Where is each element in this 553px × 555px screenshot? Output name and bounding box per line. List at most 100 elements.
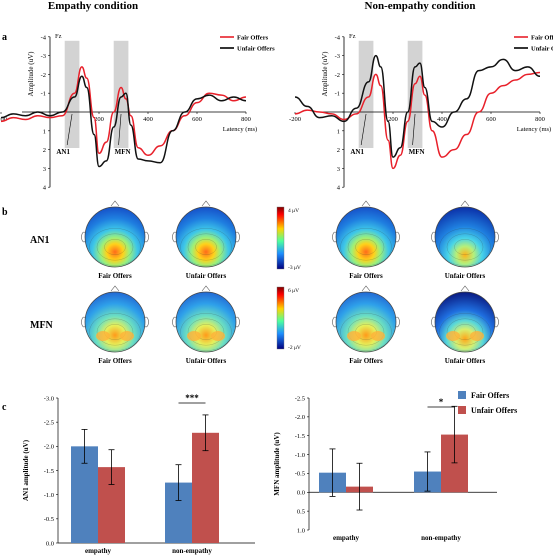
hotspot-right <box>371 331 385 341</box>
ann-label-mfn: MFN <box>409 148 425 156</box>
topomap-mfn-1: Unfair Offers <box>172 285 240 365</box>
hotspot-right <box>470 331 484 341</box>
y-tick-label: 0.0 <box>46 540 54 547</box>
y-tick-label: -1 <box>41 91 46 98</box>
shade-window-1 <box>407 40 423 148</box>
bar-legend: Fair Offers Unfair Offers <box>458 391 517 415</box>
series-line-unfair <box>0 75 247 168</box>
hotspot-left <box>446 331 460 341</box>
contour-line <box>180 228 232 266</box>
category-label: empathy <box>85 547 112 555</box>
y-tick-label: -2 <box>41 72 46 79</box>
contour-line <box>439 313 491 351</box>
ann-pointer-an1 <box>360 113 367 146</box>
scalp-map <box>335 291 397 353</box>
x-tick-label: 800 <box>535 116 545 123</box>
contour-line <box>89 228 141 266</box>
legend-swatch-fair <box>458 391 466 399</box>
x-tick-label: -200 <box>289 116 301 123</box>
bar-chart-1: 1.0 0.5 0.0 -0.5 -1.0 -1.5 -2.0 -2.5 MFN amplitu… <box>273 395 497 542</box>
topomap-an1-3: Unfair Offers <box>431 200 499 280</box>
nose-shape <box>361 285 371 292</box>
panel-label-b: b <box>2 207 8 218</box>
contour-line <box>347 318 385 346</box>
y-tick-label: -2.5 <box>295 395 305 402</box>
x-axis-label: Latency (ms) <box>517 126 551 133</box>
ann-label-an1: AN1 <box>56 148 70 156</box>
y-tick-label: 4 <box>43 185 47 192</box>
y-tick-label: -4 <box>41 34 47 41</box>
x-tick-label: 200 <box>94 116 104 123</box>
series-line-fair <box>0 66 247 156</box>
panel-label-c: c <box>2 402 7 413</box>
legend-label-unfair: Unfair Offers <box>471 406 517 415</box>
topomap-caption: Fair Offers <box>98 357 132 365</box>
contour-line <box>340 228 392 266</box>
bar-chart-0: 0.0 -0.5 -1.0 -1.5 -2.0 -2.5 -3.0 AN1 amplitude… <box>22 393 255 555</box>
y-tick-label: -2.0 <box>44 444 54 451</box>
panel-b-topographies: b AN1 MFN Fair Offers Unfair Offers Fair Offe… <box>2 200 499 365</box>
y-tick-label: -1.5 <box>44 468 54 475</box>
contour-line <box>96 233 134 261</box>
category-label: non-empathy <box>172 547 212 555</box>
y-tick-label: 3 <box>337 166 340 173</box>
contour-line <box>454 239 476 255</box>
x-tick-label: 400 <box>437 116 447 123</box>
hotspot-left <box>96 331 110 341</box>
row-label-mfn: MFN <box>30 320 54 331</box>
shade-window-1 <box>113 40 129 148</box>
ann-label-mfn: MFN <box>115 148 131 156</box>
x-tick-label: 400 <box>143 116 153 123</box>
topomap-caption: Fair Offers <box>98 272 132 280</box>
contour-line <box>187 318 225 346</box>
legend-label-fair: Fair Offers <box>531 35 553 42</box>
colorbar-max: 6 μV <box>288 288 299 294</box>
colorbar-min: -3 μV <box>288 265 301 271</box>
hotspot-left <box>187 331 201 341</box>
y-tick-label: -1.0 <box>44 492 54 499</box>
contour-line <box>89 313 141 351</box>
erp-title: Non-empathy condition <box>365 0 476 12</box>
y-tick-label: -4 <box>335 34 341 41</box>
y-tick-label: 3 <box>43 166 46 173</box>
contour-line <box>180 313 232 351</box>
ann-label-an1: AN1 <box>350 148 364 156</box>
colorbar-mfn: 6 μV -2 μV <box>276 286 301 351</box>
y-tick-label: -1.0 <box>295 452 305 459</box>
scalp-map <box>175 206 237 268</box>
shade-window-0 <box>358 40 374 148</box>
ann-pointer-mfn <box>118 113 122 146</box>
scalp-map <box>84 206 146 268</box>
topomap-mfn-0: Fair Offers <box>81 285 149 365</box>
scalp-map <box>175 291 237 353</box>
colorbar-min: -2 μV <box>288 345 301 351</box>
contour-line <box>195 239 217 255</box>
y-tick-label: 1.0 <box>297 527 305 534</box>
contour-line <box>446 318 484 346</box>
colorbar-gradient <box>276 206 285 270</box>
y-tick-label: 4 <box>337 185 341 192</box>
nose-shape <box>110 200 120 207</box>
topomap-caption: Unfair Offers <box>445 272 486 280</box>
scalp-map <box>84 291 146 353</box>
topomap-mfn-3: Unfair Offers <box>431 285 499 365</box>
x-tick-label: 600 <box>192 116 202 123</box>
y-tick-label: -2.0 <box>295 414 305 421</box>
y-tick-label: -1.5 <box>295 433 305 440</box>
channel-label: Fz <box>55 33 62 40</box>
topomap-caption: Unfair Offers <box>186 357 227 365</box>
y-tick-label: 0.0 <box>297 490 305 497</box>
y-tick-label: -3 <box>41 53 46 60</box>
scalp-map <box>335 206 397 268</box>
significance-stars: *** <box>185 393 199 403</box>
topomap-caption: Fair Offers <box>349 272 383 280</box>
ann-pointer-mfn <box>412 113 416 146</box>
row-label-an1: AN1 <box>30 235 49 246</box>
hotspot-right <box>211 331 225 341</box>
x-tick-label: 600 <box>486 116 496 123</box>
legend-label-fair: Fair Offers <box>471 391 509 400</box>
topomap-mfn-2: Fair Offers <box>332 285 400 365</box>
y-tick-label: 1 <box>43 128 46 135</box>
colorbar-an1: 4 μV -3 μV <box>276 206 301 271</box>
contour-line <box>96 318 134 346</box>
